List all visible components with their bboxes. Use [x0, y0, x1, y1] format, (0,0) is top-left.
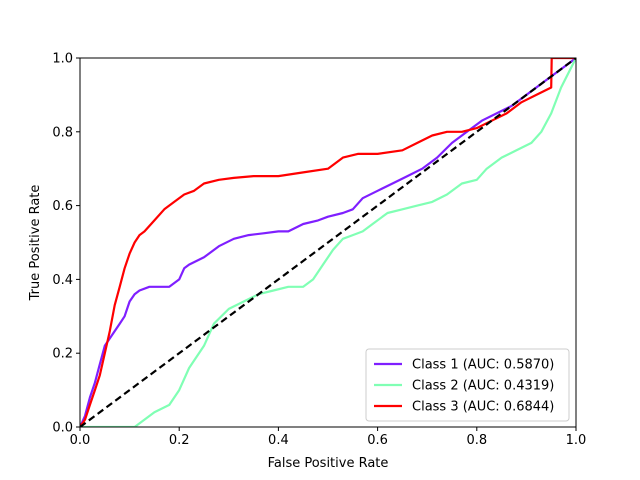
- y-axis-label: True Positive Rate: [28, 185, 43, 302]
- y-tick-label: 0.6: [52, 199, 73, 214]
- y-tick-label: 0.8: [52, 125, 73, 140]
- plot-area: [80, 58, 576, 427]
- x-tick-label: 0.4: [268, 433, 289, 448]
- axis-ticks: 0.0 0.2 0.4 0.6 0.8 1.0 0.0 0.2 0.4 0.6 0.8 1.0: [52, 52, 586, 449]
- y-tick-label: 0.0: [52, 421, 73, 436]
- legend-box: [365, 348, 570, 422]
- legend: Class 1 (AUC: 0.5870) Class 2 (AUC: 0.431…: [365, 348, 570, 422]
- axes-frame: [79, 57, 577, 428]
- series-line-class-1: [80, 58, 576, 427]
- x-tick-label: 0.8: [466, 433, 487, 448]
- x-tick-label: 0.0: [70, 433, 91, 448]
- y-tick-label: 0.2: [52, 347, 73, 362]
- x-tick-label: 1.0: [566, 433, 587, 448]
- series-line-class-3: [80, 58, 576, 427]
- y-tick-label: 1.0: [52, 52, 73, 67]
- legend-label-class-3: Class 3 (AUC: 0.6844): [412, 400, 554, 415]
- legend-label-class-1: Class 1 (AUC: 0.5870): [412, 358, 554, 373]
- chance-diagonal-line: [80, 58, 576, 427]
- x-tick-label: 0.2: [169, 433, 190, 448]
- legend-label-class-2: Class 2 (AUC: 0.4319): [412, 379, 554, 394]
- x-tick-label: 0.6: [367, 433, 388, 448]
- x-axis-label: False Positive Rate: [268, 456, 389, 471]
- y-tick-label: 0.4: [52, 273, 73, 288]
- series-line-class-2: [80, 58, 576, 427]
